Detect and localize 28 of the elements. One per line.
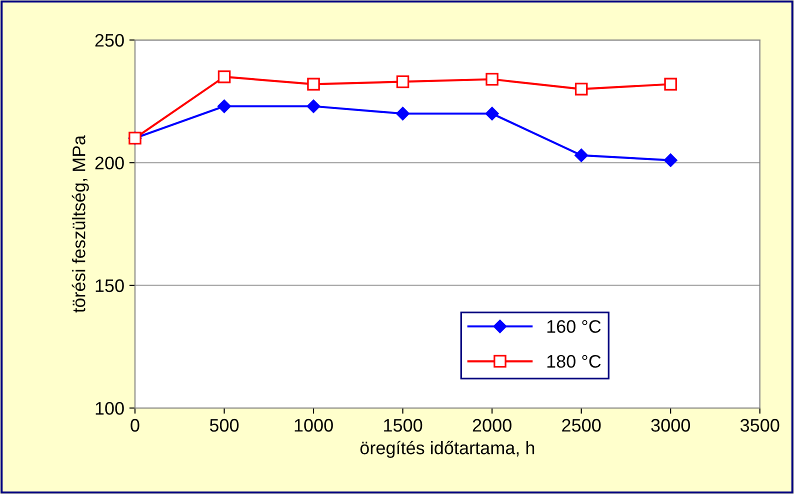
point <box>396 106 410 120</box>
x-tick-label: 3000 <box>651 418 690 432</box>
x-tick-label: 3500 <box>740 418 780 432</box>
x-tick-label: 0 <box>130 418 140 432</box>
legend-label: 160 °C <box>547 320 601 333</box>
point <box>218 70 231 84</box>
point <box>574 82 588 96</box>
x-tick-label: 500 <box>210 418 239 432</box>
legend-label: 180 °C <box>547 354 601 368</box>
point <box>306 100 320 113</box>
y-tick-label: 150 <box>96 279 124 292</box>
point <box>485 106 499 120</box>
point <box>396 75 410 88</box>
y-axis-title: törési feszültség, MPa <box>72 135 89 313</box>
point <box>486 72 498 86</box>
y-tick-label: 200 <box>95 156 124 170</box>
point <box>218 100 231 113</box>
point <box>307 78 320 91</box>
x-axis-title: öregítés időtartama, h <box>360 440 534 458</box>
y-tick-label: 100 <box>96 402 124 415</box>
x-tick-label: 2500 <box>562 418 601 432</box>
x-tick-label: 1000 <box>294 418 333 432</box>
point <box>664 78 677 91</box>
x-tick-label: 2000 <box>472 418 512 432</box>
point <box>574 148 588 162</box>
point <box>664 154 678 167</box>
x-tick-label: 1500 <box>384 418 422 432</box>
y-tick-label: 250 <box>95 34 124 47</box>
